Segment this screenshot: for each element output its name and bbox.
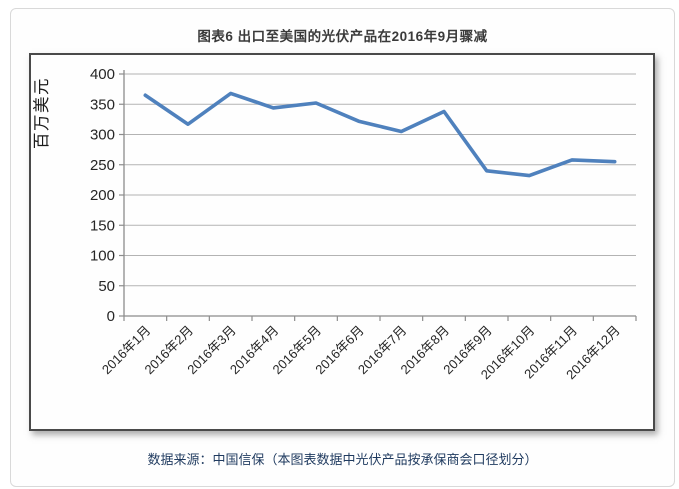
y-tick-label: 200 [90, 187, 115, 204]
source-note: 数据来源：中国信保（本图表数据中光伏产品按承保商会口径划分） [147, 452, 538, 467]
y-tick-label: 400 [90, 66, 115, 83]
y-axis-title: 百万美元 [32, 77, 51, 149]
y-tick-label: 150 [90, 217, 115, 234]
y-tick-label: 250 [90, 157, 115, 174]
y-tick-label: 100 [90, 248, 115, 265]
y-tick-label: 50 [98, 278, 115, 295]
figure-card: 图表6 出口至美国的光伏产品在2016年9月骤减 0 50 100 150 200 250… [10, 8, 675, 487]
y-tick-label: 0 [107, 308, 115, 325]
y-tick-label: 300 [90, 127, 115, 144]
y-tick-label: 350 [90, 96, 115, 113]
chart-title: 图表6 出口至美国的光伏产品在2016年9月骤减 [197, 29, 488, 44]
chart-frame: 0 50 100 150 200 250 300 350 400 2016年1月 2016年2月 20… [29, 53, 655, 431]
series-line [143, 91, 617, 178]
line-chart: 0501001502002503003504002016年1月2016年2月20… [32, 66, 637, 382]
